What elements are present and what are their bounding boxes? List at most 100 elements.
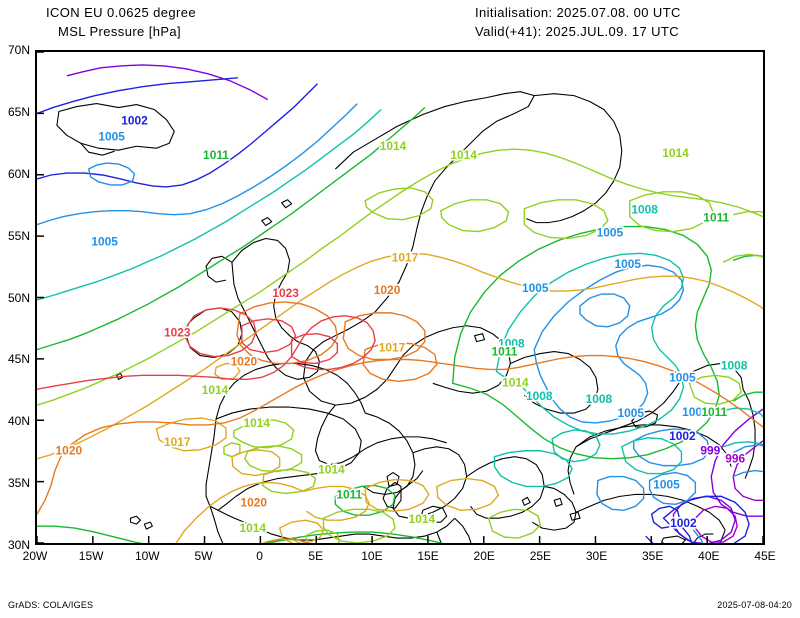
contour-1023 xyxy=(37,307,376,390)
y-axis-tick-60N: 60N xyxy=(7,166,30,181)
svg-text:1020: 1020 xyxy=(241,495,268,509)
svg-text:1014: 1014 xyxy=(409,512,436,526)
svg-text:1014: 1014 xyxy=(240,521,267,535)
svg-text:1008: 1008 xyxy=(498,337,525,351)
y-axis-tick-35N: 35N xyxy=(7,476,30,491)
svg-text:1023: 1023 xyxy=(164,326,191,340)
svg-text:1014: 1014 xyxy=(662,146,689,160)
contour-999 xyxy=(66,64,763,543)
svg-text:1005: 1005 xyxy=(669,370,696,384)
y-axis-tick-40N: 40N xyxy=(7,414,30,429)
y-axis-tick-45N: 45N xyxy=(7,352,30,367)
svg-text:1005: 1005 xyxy=(682,405,709,419)
svg-text:1020: 1020 xyxy=(231,354,258,368)
svg-text:1002: 1002 xyxy=(121,113,148,127)
contour-1002 xyxy=(37,77,750,543)
coastline-layer xyxy=(56,91,756,543)
svg-text:1014: 1014 xyxy=(409,512,436,526)
x-axis-tick-20E: 20E xyxy=(473,549,495,563)
y-axis-tick-55N: 55N xyxy=(7,228,30,243)
model-title-line: ICON EU 0.0625 degree xyxy=(46,5,197,20)
svg-text:1002: 1002 xyxy=(121,113,148,127)
svg-text:1014: 1014 xyxy=(244,416,271,430)
contour-map-plot: 1002 1002 1005 1005 1011 1011 1014 1014 1014 1014… xyxy=(35,50,765,545)
svg-text:1014: 1014 xyxy=(240,521,267,535)
svg-text:1005: 1005 xyxy=(522,281,549,295)
svg-text:1008: 1008 xyxy=(631,203,658,217)
svg-text:1014: 1014 xyxy=(380,139,407,153)
contour-label-layer: 1002100210051005101110111014101410141014… xyxy=(54,112,749,537)
initialisation-time: Initialisation: 2025.07.08. 00 UTC xyxy=(475,5,681,20)
x-axis-tick-15W: 15W xyxy=(78,549,104,563)
svg-text:1002: 1002 xyxy=(669,429,696,443)
svg-text:1020: 1020 xyxy=(56,444,83,458)
svg-text:1011: 1011 xyxy=(491,345,517,359)
svg-text:999: 999 xyxy=(700,444,720,458)
svg-text:996: 996 xyxy=(725,452,745,466)
svg-text:1023: 1023 xyxy=(164,326,191,340)
svg-text:1005: 1005 xyxy=(653,477,680,491)
svg-text:1014: 1014 xyxy=(502,375,529,389)
svg-text:1020: 1020 xyxy=(56,444,83,458)
svg-text:1017: 1017 xyxy=(392,250,419,264)
svg-text:1011: 1011 xyxy=(701,405,727,419)
contour-1020 xyxy=(37,301,763,543)
svg-text:1005: 1005 xyxy=(98,129,125,143)
map-canvas: 1002100210051005101110111014101410141014… xyxy=(37,52,763,543)
contour-1008 xyxy=(37,109,763,488)
svg-text:1017: 1017 xyxy=(379,341,406,355)
svg-text:1011: 1011 xyxy=(703,211,729,225)
svg-text:1005: 1005 xyxy=(614,257,641,271)
svg-text:1002: 1002 xyxy=(669,429,696,443)
svg-text:1005: 1005 xyxy=(597,226,624,240)
svg-text:1002: 1002 xyxy=(670,516,697,530)
svg-text:1002: 1002 xyxy=(670,516,697,530)
svg-text:1014: 1014 xyxy=(450,148,477,162)
svg-text:1005: 1005 xyxy=(597,226,624,240)
render-timestamp: 2025-07-08-04:20 xyxy=(717,600,792,610)
x-axis-tick-35E: 35E xyxy=(642,549,664,563)
svg-text:1020: 1020 xyxy=(374,283,401,297)
x-axis-tick-5E: 5E xyxy=(308,549,324,563)
y-axis-tick-70N: 70N xyxy=(7,43,30,57)
x-axis-tick-0: 0 xyxy=(256,549,263,563)
svg-text:1008: 1008 xyxy=(721,358,748,372)
contour-1017 xyxy=(37,252,763,543)
svg-text:1005: 1005 xyxy=(653,477,680,491)
svg-text:1017: 1017 xyxy=(379,341,406,355)
svg-text:1005: 1005 xyxy=(682,405,709,419)
svg-text:1017: 1017 xyxy=(164,435,191,449)
svg-text:1011: 1011 xyxy=(203,148,229,162)
x-axis-tick-10E: 10E xyxy=(361,549,383,563)
svg-text:1023: 1023 xyxy=(272,286,299,300)
svg-text:1014: 1014 xyxy=(202,383,229,397)
svg-text:1008: 1008 xyxy=(586,392,613,406)
svg-text:1020: 1020 xyxy=(231,354,258,368)
x-axis-tick-40E: 40E xyxy=(698,549,720,563)
svg-text:1014: 1014 xyxy=(380,139,407,153)
